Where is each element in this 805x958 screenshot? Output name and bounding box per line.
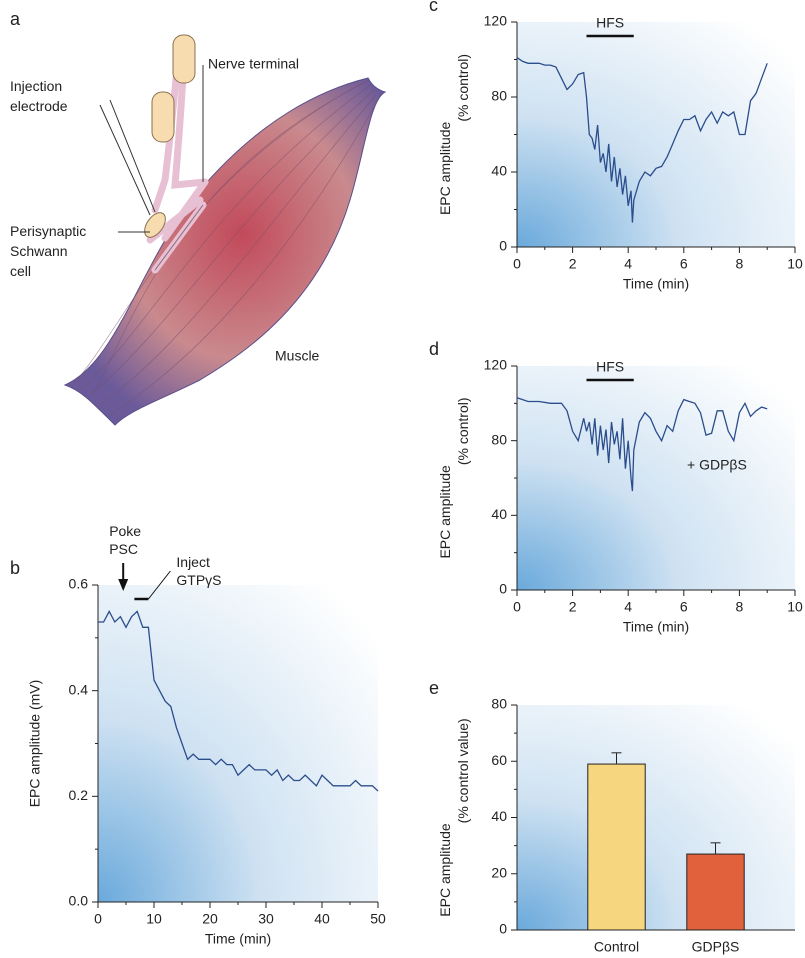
annotation: + GDPβS <box>687 457 747 473</box>
y-tick-label: 40 <box>491 808 507 824</box>
x-tick-label: 10 <box>787 256 803 272</box>
x-tick-label: 6 <box>680 599 688 615</box>
line <box>516 397 768 492</box>
annotation: HFS <box>596 359 624 375</box>
label: Perisynaptic Schwann cell <box>10 223 86 279</box>
annotation-line: Poke <box>109 523 141 539</box>
diagram: a Injection electrode Nerve terminal Peri… <box>10 9 387 426</box>
x-tick-label: 50 <box>370 911 386 927</box>
leader <box>148 570 171 600</box>
y-tick-label: 0.2 <box>69 787 89 803</box>
x-tick-label: 0 <box>513 599 521 615</box>
annotation: Poke PSC <box>109 523 141 557</box>
annotation-line: PSC <box>109 541 138 557</box>
y-axis-label-line: EPC amplitude <box>437 121 453 215</box>
x-tick-label: 10 <box>146 911 162 927</box>
y-tick-label: 20 <box>491 864 507 880</box>
y-tick-label: 40 <box>491 163 507 179</box>
y-axis-label-line: (% control) <box>455 54 471 122</box>
y-tick-label: 80 <box>491 431 507 447</box>
x-tick-label: GDPβS <box>692 939 740 955</box>
panel-label: d <box>429 339 439 359</box>
y-tick-label: 40 <box>491 506 507 522</box>
x-tick-label: 10 <box>787 599 803 615</box>
y-axis-label: EPC amplitude(% control) <box>437 397 471 558</box>
annotation: HFS <box>596 15 624 31</box>
plot-background <box>98 585 378 902</box>
panel-label: e <box>429 678 439 698</box>
x-tick-label: 20 <box>202 911 218 927</box>
bar <box>686 853 745 931</box>
annotation-line: Inject <box>176 554 210 570</box>
label: Muscle <box>275 348 320 364</box>
x-tick-label: 8 <box>736 599 744 615</box>
x-tick-label: 0 <box>513 256 521 272</box>
x-tick-label: 30 <box>258 911 274 927</box>
y-tick-label: 80 <box>491 88 507 104</box>
y-tick-label: 0.4 <box>69 681 89 697</box>
plot-background <box>517 22 795 247</box>
x-axis-label: Time (min) <box>205 931 271 947</box>
y-axis-label-line: (% control) <box>455 397 471 465</box>
arrow-head <box>118 579 129 591</box>
x-tick-label: 4 <box>624 256 632 272</box>
x-tick-label: Control <box>594 939 639 955</box>
plot-background <box>517 705 795 930</box>
label: Injection electrode <box>10 78 68 114</box>
y-tick-label: 0 <box>499 238 507 254</box>
y-tick-label: 0.6 <box>69 576 89 592</box>
y-tick-label: 120 <box>484 13 508 29</box>
y-axis-label: EPC amplitude(% control value) <box>437 718 471 916</box>
annotation-line: GTPγS <box>176 572 221 588</box>
y-tick-label: 80 <box>491 696 507 712</box>
y-tick-label: 120 <box>484 357 508 373</box>
panel-label: a <box>10 9 21 29</box>
x-axis-label: Time (min) <box>623 619 689 635</box>
y-tick-label: 0 <box>499 921 507 937</box>
x-tick-label: 6 <box>680 256 688 272</box>
panel-label: c <box>429 0 438 15</box>
x-axis-label: Time (min) <box>623 276 689 292</box>
y-tick-label: 0 <box>499 581 507 597</box>
x-tick-label: 2 <box>569 256 577 272</box>
line <box>98 610 379 792</box>
y-axis-label-line: (% control value) <box>455 718 471 823</box>
y-axis-label-line: EPC amplitude <box>437 465 453 559</box>
y-axis-label: EPC amplitude (mV) <box>27 680 43 808</box>
x-tick-label: 40 <box>314 911 330 927</box>
x-tick-label: 8 <box>736 256 744 272</box>
x-tick-label: 0 <box>94 911 102 927</box>
annotation: Inject GTPγS <box>176 554 221 588</box>
x-tick-label: 4 <box>624 599 632 615</box>
y-tick-label: 0.0 <box>69 893 89 909</box>
bar <box>587 763 646 931</box>
y-axis-label-line: EPC amplitude <box>437 823 453 917</box>
y-tick-label: 60 <box>491 752 507 768</box>
line <box>516 57 768 223</box>
x-tick-label: 2 <box>569 599 577 615</box>
label: Nerve terminal <box>208 56 299 72</box>
y-axis-label: EPC amplitude(% control) <box>437 54 471 215</box>
plot-background <box>517 366 795 590</box>
panel-label: b <box>10 558 20 578</box>
